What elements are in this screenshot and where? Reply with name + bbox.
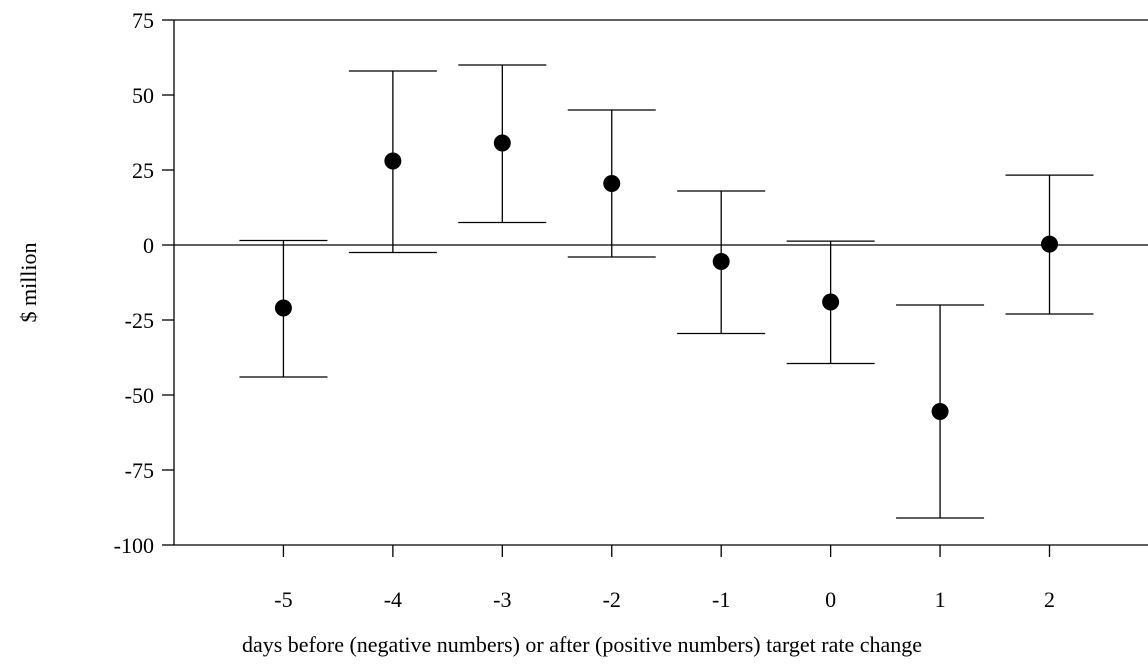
chart-marks — [239, 64, 1094, 519]
x-tick-label: -1 — [712, 587, 730, 612]
y-tick-label: -100 — [114, 533, 154, 558]
x-axis-title: days before (negative numbers) or after … — [242, 632, 922, 657]
data-point — [384, 152, 402, 170]
x-tick-label: 1 — [935, 587, 946, 612]
data-point — [931, 403, 949, 420]
x-tick-label: -4 — [384, 587, 402, 612]
y-tick-label: -75 — [125, 458, 154, 483]
data-point — [274, 299, 292, 317]
data-point — [1041, 235, 1059, 253]
axes: 75 50 25 0 -25 -50 -75 -100 -5 -4 -3 -2 -1 0 1 2 — [114, 8, 1148, 612]
data-point — [712, 253, 730, 270]
y-tick-label: -25 — [125, 308, 154, 333]
y-axis-title: $ million — [16, 242, 41, 322]
data-point — [822, 293, 840, 311]
y-tick-label: 50 — [132, 83, 154, 108]
y-tick-label: -50 — [125, 383, 154, 408]
y-tick-label: 75 — [132, 8, 154, 33]
x-tick-label: -3 — [493, 587, 511, 612]
y-tick-label: 25 — [132, 158, 154, 183]
x-tick-label: 2 — [1044, 587, 1055, 612]
x-tick-label: -5 — [274, 587, 292, 612]
x-tick-label: -2 — [603, 587, 621, 612]
data-point — [493, 134, 511, 152]
x-tick-label: 0 — [825, 587, 836, 612]
data-point — [603, 175, 621, 192]
y-tick-label: 0 — [143, 233, 154, 258]
